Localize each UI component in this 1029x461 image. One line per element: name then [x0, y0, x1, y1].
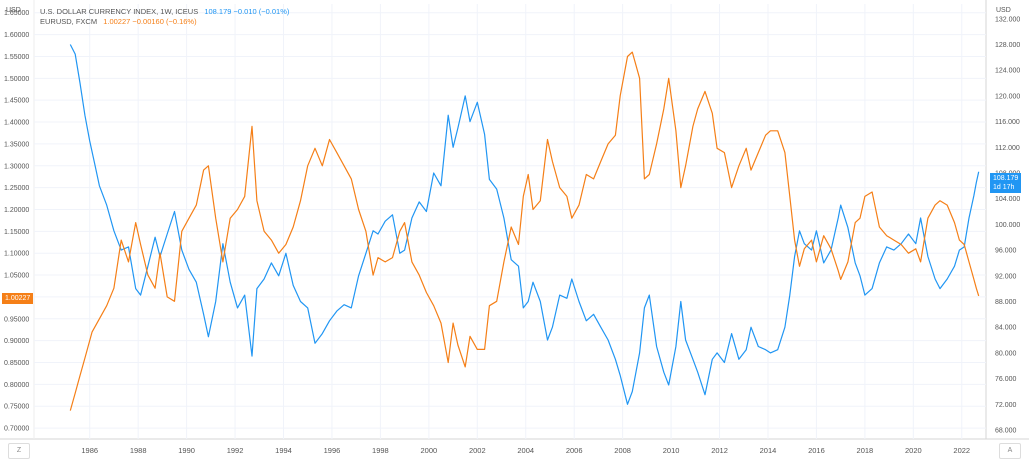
x-axis-tick-label: 2014: [760, 446, 777, 455]
x-axis-tick-label: 2022: [953, 446, 970, 455]
right-axis-tick-label: 128.000: [995, 42, 1020, 49]
left-axis-tick-label: 0.85000: [4, 360, 29, 367]
legend-dxy[interactable]: U.S. DOLLAR CURRENCY INDEX, 1W, ICEUS 10…: [40, 7, 289, 16]
left-axis-tick-label: 1.20000: [4, 207, 29, 214]
left-axis-tick-label: 1.45000: [4, 98, 29, 105]
right-axis-tick-label: 120.000: [995, 93, 1020, 100]
eurusd-series-line: [69, 51, 980, 411]
dxy-bar-countdown: 1d 17h: [993, 184, 1015, 191]
left-axis-tick-label: 1.30000: [4, 163, 29, 170]
z-button[interactable]: Z: [8, 443, 30, 459]
right-axis-tick-label: 76.000: [995, 376, 1017, 383]
x-axis-tick-label: 1996: [324, 446, 341, 455]
x-axis-tick-label: 1994: [275, 446, 292, 455]
left-axis-tick-label: 1.55000: [4, 54, 29, 61]
x-axis-tick-label: 2012: [711, 446, 728, 455]
x-axis-tick-label: 2006: [566, 446, 583, 455]
legend-eurusd-values: 1.00227 −0.00160 (−0.16%): [103, 17, 197, 26]
x-axis-tick-label: 2002: [469, 446, 486, 455]
right-axis-tick-label: 92.000: [995, 273, 1017, 280]
left-axis-tick-label: 0.90000: [4, 338, 29, 345]
left-axis-tick-label: 1.60000: [4, 32, 29, 39]
x-axis-band: [0, 439, 1029, 461]
right-axis-tick-label: 112.000: [995, 145, 1020, 152]
right-axis-tick-label: 132.000: [995, 16, 1020, 23]
right-axis-tick-label: 68.000: [995, 428, 1017, 435]
x-axis-tick-label: 1988: [130, 446, 147, 455]
right-axis-tick-label: 100.000: [995, 222, 1020, 229]
right-axis-tick-label: 72.000: [995, 402, 1017, 409]
left-axis-tick-label: 1.65000: [4, 10, 29, 17]
legend-dxy-values: 108.179 −0.010 (−0.01%): [204, 7, 290, 16]
x-axis-tick-label: 2008: [614, 446, 631, 455]
left-axis-tick-label: 0.80000: [4, 382, 29, 389]
left-axis-tick-label: 0.95000: [4, 316, 29, 323]
left-axis-tick-label: 1.35000: [4, 141, 29, 148]
a-button[interactable]: A: [999, 443, 1021, 459]
legend-eurusd[interactable]: EURUSD, FXCM 1.00227 −0.00160 (−0.16%): [40, 17, 197, 26]
right-axis-tick-label: 88.000: [995, 299, 1017, 306]
dxy-last-price: 108.179: [993, 175, 1019, 182]
dxy-last-price-badge: 108.179 1d 17h: [990, 173, 1022, 193]
x-axis-tick-label: 2004: [517, 446, 534, 455]
x-axis-tick-label: 2010: [663, 446, 680, 455]
right-axis-tick-label: 80.000: [995, 350, 1017, 357]
left-axis-tick-label: 0.70000: [4, 426, 29, 433]
x-axis-tick-label: 2020: [905, 446, 922, 455]
left-axis-tick-label: 1.10000: [4, 251, 29, 258]
left-axis-tick-label: 1.50000: [4, 76, 29, 83]
left-axis-unit: USD: [6, 7, 21, 14]
legend-dxy-label: U.S. DOLLAR CURRENCY INDEX, 1W, ICEUS: [40, 7, 199, 16]
left-axis-tick-label: 1.40000: [4, 120, 29, 127]
x-axis-tick-label: 1990: [178, 446, 195, 455]
x-axis-tick-label: 2016: [808, 446, 825, 455]
left-axis-tick-label: 0.75000: [4, 404, 29, 411]
left-axis-tick-label: 1.25000: [4, 185, 29, 192]
right-axis-tick-label: 104.000: [995, 196, 1020, 203]
right-axis-unit: USD: [996, 7, 1011, 14]
eurusd-last-price: 1.00227: [5, 295, 31, 302]
x-axis-tick-label: 1998: [372, 446, 389, 455]
dxy-series-line: [69, 44, 980, 405]
right-axis-tick-label: 124.000: [995, 68, 1020, 75]
left-axis-tick-label: 1.15000: [4, 229, 29, 236]
left-axis-tick-label: 1.05000: [4, 273, 29, 280]
x-axis-tick-label: 2018: [857, 446, 874, 455]
eurusd-last-price-badge: 1.00227: [2, 293, 34, 304]
x-axis-tick-label: 2000: [421, 446, 438, 455]
right-axis-tick-label: 116.000: [995, 119, 1020, 126]
x-axis-tick-label: 1992: [227, 446, 244, 455]
right-axis-tick-label: 96.000: [995, 248, 1017, 255]
right-axis-tick-label: 84.000: [995, 325, 1017, 332]
legend-eurusd-label: EURUSD, FXCM: [40, 17, 98, 26]
x-axis-tick-label: 1986: [81, 446, 98, 455]
